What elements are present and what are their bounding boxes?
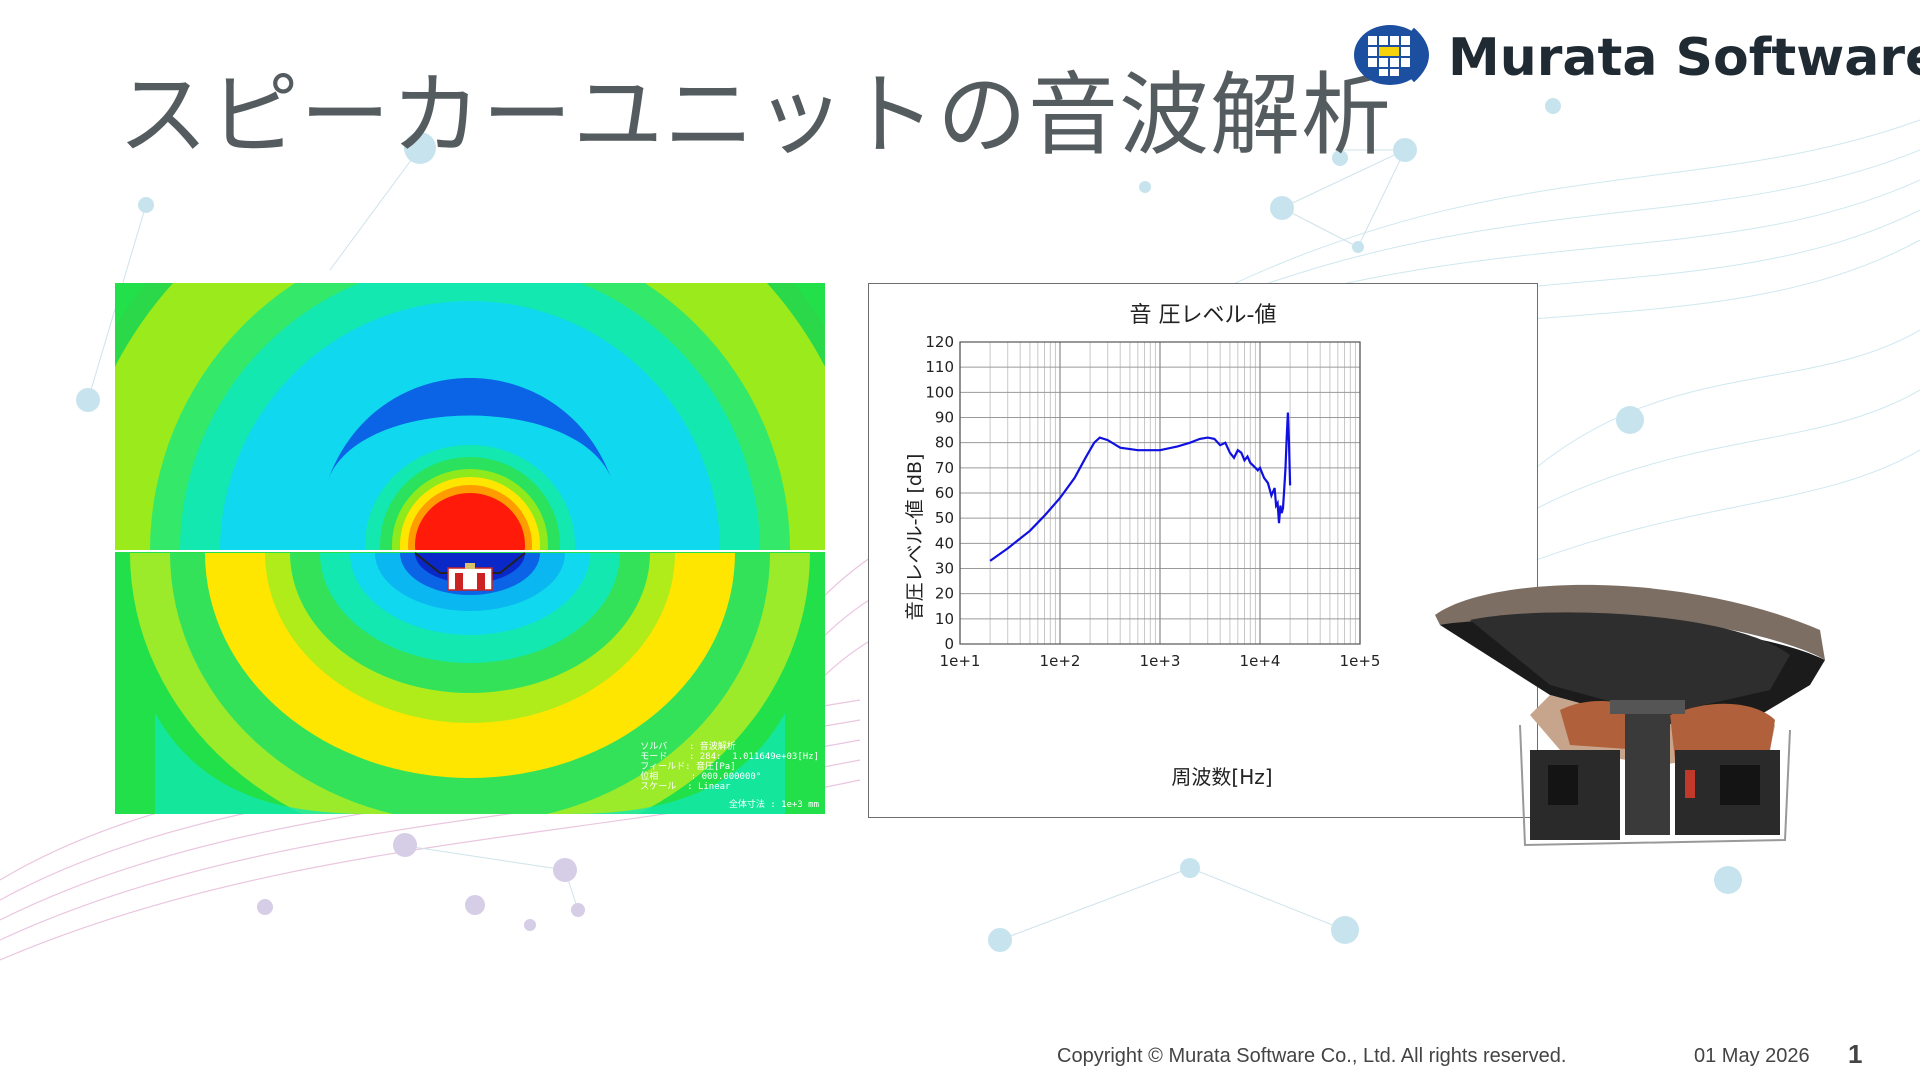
footer-date: 01 May 2026 [1694,1045,1810,1067]
spl-chart: 音 圧レベル-値 0 10 20 30 40 50 60 70 80 90 100 110 120 1e… [868,283,1538,818]
sim-info-field: フィールド: 音圧[Pa] [640,762,736,772]
y-tick-label: 30 [935,560,954,578]
y-tick-label: 80 [935,434,954,452]
y-tick-label: 70 [935,459,954,477]
pressure-field-plot: ソルバ : 音波解析 モード : 284: 1.011649e+03[Hz] フィー… [115,283,825,814]
chart-y-axis-label: 音圧レベル-値 [dB] [904,454,926,621]
pressure-field-image [115,283,825,814]
y-tick-label: 120 [925,333,954,351]
y-tick-label: 40 [935,534,954,552]
chart-x-axis-label: 周波数[Hz] [1171,765,1272,789]
chart-title: 音 圧レベル-値 [1130,303,1277,328]
simulation-info: ソルバ : 音波解析 モード : 284: 1.011649e+03[Hz] フィー… [640,742,819,810]
footer-copyright: Copyright © Murata Software Co., Ltd. Al… [1057,1045,1567,1067]
page-title: スピーカーユニットの音波解析 [118,63,1392,168]
x-tick-label: 1e+4 [1240,652,1281,670]
company-logo: Murata Software [1352,22,1920,102]
y-tick-label: 60 [935,484,954,502]
y-tick-label: 100 [925,383,954,401]
speaker-section-icon [414,552,526,591]
y-tick-label: 110 [925,358,954,376]
sim-info-mode: モード : 284: 1.011649e+03[Hz] [640,752,819,762]
y-tick-label: 10 [935,610,954,628]
chart-y-ticks: 0 10 20 30 40 50 60 70 80 90 100 110 120 [925,333,954,653]
y-tick-label: 90 [935,409,954,427]
x-tick-label: 1e+2 [1040,652,1081,670]
x-tick-label: 1e+3 [1140,652,1181,670]
x-tick-label: 1e+5 [1340,652,1381,670]
sim-info-solver: ソルバ : 音波解析 [640,742,736,752]
chart-major-grid [959,341,1361,645]
speaker-3d-illustration [1435,584,1825,847]
chart-series-line [989,412,1292,562]
globe-logo-icon [1354,25,1429,85]
sim-info-scale: スケール : Linear [640,782,731,792]
plot-frame [959,341,1361,645]
page-number: 1 [1848,1039,1863,1069]
chart-x-ticks: 1e+1 1e+2 1e+3 1e+4 1e+5 [940,652,1381,670]
y-tick-label: 20 [935,585,954,603]
x-tick-label: 1e+1 [940,652,981,670]
sim-info-size: 全体寸法 : 1e+3 mm [728,800,819,810]
spl-chart-svg: 音 圧レベル-値 0 10 20 30 40 50 60 70 80 90 100 110 120 1e… [904,303,1381,789]
sim-info-phase: 位相 : 000.000000° [640,772,762,782]
y-tick-label: 0 [944,635,954,653]
logo-text: Murata Software [1448,28,1920,88]
y-tick-label: 50 [935,509,954,527]
